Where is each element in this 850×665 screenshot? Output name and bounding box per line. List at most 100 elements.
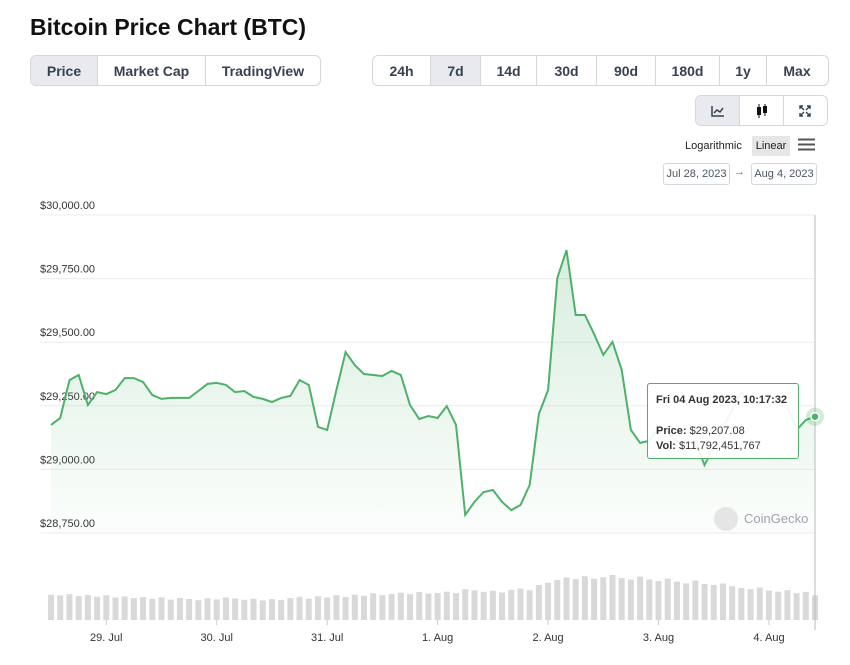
volume-bar xyxy=(673,581,680,620)
log-option[interactable]: Logarithmic xyxy=(685,140,742,152)
hover-point xyxy=(810,411,820,422)
volume-bar xyxy=(591,578,598,620)
volume-bar xyxy=(213,599,220,620)
line-icon xyxy=(710,105,724,117)
tooltip-price: Price: $29,207.08 xyxy=(656,425,745,437)
range-button[interactable]: Max xyxy=(783,62,811,79)
x-tick-label: 29. Jul xyxy=(90,632,122,644)
volume-bar xyxy=(176,597,183,620)
x-tick-label: 4. Aug xyxy=(753,632,784,644)
range-group: 24h 7d 14d 30d 90d 180d 1y Max xyxy=(372,55,829,86)
y-tick-label: $30,000.00 xyxy=(40,200,95,212)
volume-bar xyxy=(342,597,349,620)
tab[interactable]: TradingView xyxy=(221,62,305,79)
volume-bar xyxy=(581,576,588,620)
date-from[interactable]: Jul 28, 2023 xyxy=(663,163,730,185)
volume-bar xyxy=(609,575,616,620)
range-button[interactable]: 14d xyxy=(481,56,537,85)
volume-bar xyxy=(443,591,450,620)
range-button[interactable]: 7d xyxy=(431,56,481,85)
volume-bar xyxy=(719,583,726,620)
volume-bar xyxy=(259,600,266,620)
volume-bar xyxy=(333,595,340,620)
candle-view-button[interactable] xyxy=(740,96,784,125)
volume-bar xyxy=(434,592,441,620)
volume-bar xyxy=(480,591,487,620)
volume-bar xyxy=(453,593,460,620)
volume-bar xyxy=(167,599,174,620)
volume-bar xyxy=(563,577,570,620)
volume-bar xyxy=(204,598,211,620)
fullscreen-button[interactable] xyxy=(784,96,827,125)
volume-bar xyxy=(66,594,73,620)
x-tick-label: 1. Aug xyxy=(422,632,453,644)
volume-bar xyxy=(241,599,248,620)
volume-bar xyxy=(140,597,147,620)
volume-bar xyxy=(784,590,791,620)
volume-bar xyxy=(130,598,137,620)
volume-bar xyxy=(637,576,644,620)
tab[interactable]: Market Cap xyxy=(98,56,206,85)
volume-bar xyxy=(195,600,202,620)
volume-bar xyxy=(351,594,358,620)
volume-bar xyxy=(94,596,101,620)
x-tick-label: 31. Jul xyxy=(311,632,343,644)
volume-bar xyxy=(268,599,275,620)
page-title: Bitcoin Price Chart (BTC) xyxy=(30,14,307,40)
volume-bar xyxy=(397,592,404,620)
tooltip-price-value: $29,207.08 xyxy=(689,425,745,437)
volume-bar xyxy=(701,583,708,620)
volume-bar xyxy=(692,580,699,620)
volume-bar xyxy=(756,587,763,620)
range-button[interactable]: 30d xyxy=(537,56,597,85)
volume-bar xyxy=(793,593,800,620)
volume-bar xyxy=(627,579,634,620)
volume-bar xyxy=(103,595,110,620)
range-button[interactable]: 1y xyxy=(720,56,767,85)
date-to[interactable]: Aug 4, 2023 xyxy=(751,163,817,185)
volume-bar xyxy=(360,595,367,620)
menu-icon[interactable] xyxy=(798,138,815,151)
expand-icon xyxy=(799,104,812,117)
volume-bar xyxy=(802,591,809,620)
volume-bar xyxy=(370,593,377,620)
volume-bar xyxy=(646,579,653,620)
volume-bar xyxy=(655,581,662,620)
y-tick-label: $29,750.00 xyxy=(40,264,95,276)
volume-bar xyxy=(747,589,754,620)
tooltip-vol-value: $11,792,451,767 xyxy=(679,440,761,452)
line-view-button[interactable] xyxy=(696,96,741,125)
volume-bar xyxy=(158,597,165,620)
volume-bar xyxy=(149,598,156,620)
volume-bar xyxy=(517,588,524,620)
tooltip-vol: Vol: $11,792,451,767 xyxy=(656,440,761,452)
volume-bar xyxy=(554,580,561,620)
tab[interactable]: Price xyxy=(31,56,98,85)
volume-bar xyxy=(84,595,91,620)
volume-bar xyxy=(425,593,432,620)
tooltip-vol-label: Vol: xyxy=(656,440,676,452)
range-button[interactable]: 180d xyxy=(656,56,720,85)
range-button[interactable]: 24h xyxy=(373,56,431,85)
range-button[interactable]: 90d xyxy=(597,56,656,85)
volume-bar xyxy=(765,590,772,620)
tab-group: Price Market Cap TradingView xyxy=(30,55,321,86)
volume-bar xyxy=(775,591,782,620)
volume-bar xyxy=(186,598,193,620)
x-tick-label: 3. Aug xyxy=(643,632,674,644)
x-tick-label: 2. Aug xyxy=(532,632,563,644)
volume-bar xyxy=(600,577,607,620)
volume-bar xyxy=(535,585,542,620)
volume-bar xyxy=(545,582,552,620)
volume-bar xyxy=(471,590,478,620)
tooltip: Fri 04 Aug 2023, 10:17:32 Price: $29,207… xyxy=(647,383,799,459)
volume-bar xyxy=(379,595,386,620)
volume-bar xyxy=(324,597,331,620)
price-area xyxy=(51,250,815,533)
linear-option[interactable]: Linear xyxy=(752,136,790,156)
volume-bar xyxy=(508,589,515,620)
volume-bar xyxy=(526,590,533,620)
volume-bar xyxy=(278,600,285,620)
